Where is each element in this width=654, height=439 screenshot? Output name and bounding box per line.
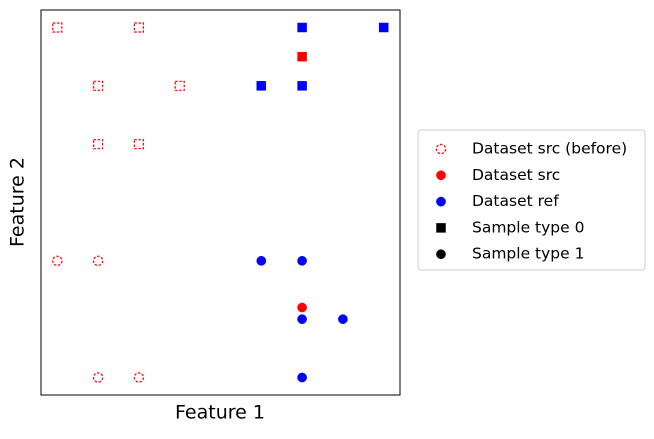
legend-marker (435, 143, 447, 155)
point (92, 372, 104, 383)
point (297, 81, 307, 91)
point (338, 314, 348, 325)
point (297, 372, 307, 383)
point (52, 22, 63, 33)
point (297, 51, 307, 62)
legend-box (417, 129, 646, 271)
legend-label: Dataset ref (472, 192, 559, 210)
legend-label: Sample type 0 (472, 218, 584, 236)
point (297, 314, 307, 325)
point (256, 255, 267, 266)
legend-marker (436, 170, 446, 181)
plot-frame (40, 9, 401, 396)
point (133, 22, 145, 33)
point (133, 139, 145, 150)
legend-label: Dataset src (before) (472, 140, 627, 158)
legend-label: Sample type 1 (472, 245, 584, 263)
point (174, 80, 185, 91)
point (256, 81, 267, 91)
point (297, 22, 307, 33)
point (92, 255, 104, 267)
x-axis-label: Feature 1 (175, 402, 265, 424)
point (297, 302, 307, 313)
legend-marker (436, 249, 446, 260)
legend-marker (436, 196, 446, 207)
point (93, 139, 104, 150)
point (93, 80, 104, 91)
legend-marker (436, 223, 446, 233)
point (133, 372, 145, 383)
point (297, 255, 307, 266)
point (52, 255, 63, 267)
legend-label: Dataset src (472, 166, 560, 184)
point (378, 22, 389, 33)
y-axis-label: Feature 2 (7, 157, 29, 247)
